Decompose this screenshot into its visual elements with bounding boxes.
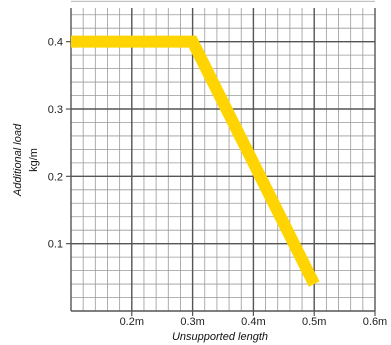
minor-grid (70, 0, 376, 312)
y-tick-labels: 0.1 0.2 0.3 0.4 (48, 37, 63, 251)
y-axis-title: Additional load (12, 123, 24, 197)
x-tick-label: 0.2m (120, 316, 144, 328)
y-tick-label: 0.3 (48, 104, 63, 116)
y-axis-unit: kg/m (28, 148, 40, 172)
x-tick-label: 0.3m (180, 316, 204, 328)
x-tick-label: 0.4m (241, 316, 265, 328)
x-axis-title: Unsupported length (172, 331, 268, 343)
series-layer (70, 35, 320, 287)
x-tick-labels: 0.2m 0.3m 0.4m 0.5m 0.6m (120, 316, 388, 328)
y-tick-label: 0.1 (48, 239, 63, 251)
x-tick-label: 0.5m (302, 316, 326, 328)
x-tick-label: 0.6m (363, 316, 387, 328)
y-tick-label: 0.2 (48, 171, 63, 183)
y-tick-label: 0.4 (48, 37, 63, 49)
major-grid (66, 8, 376, 316)
